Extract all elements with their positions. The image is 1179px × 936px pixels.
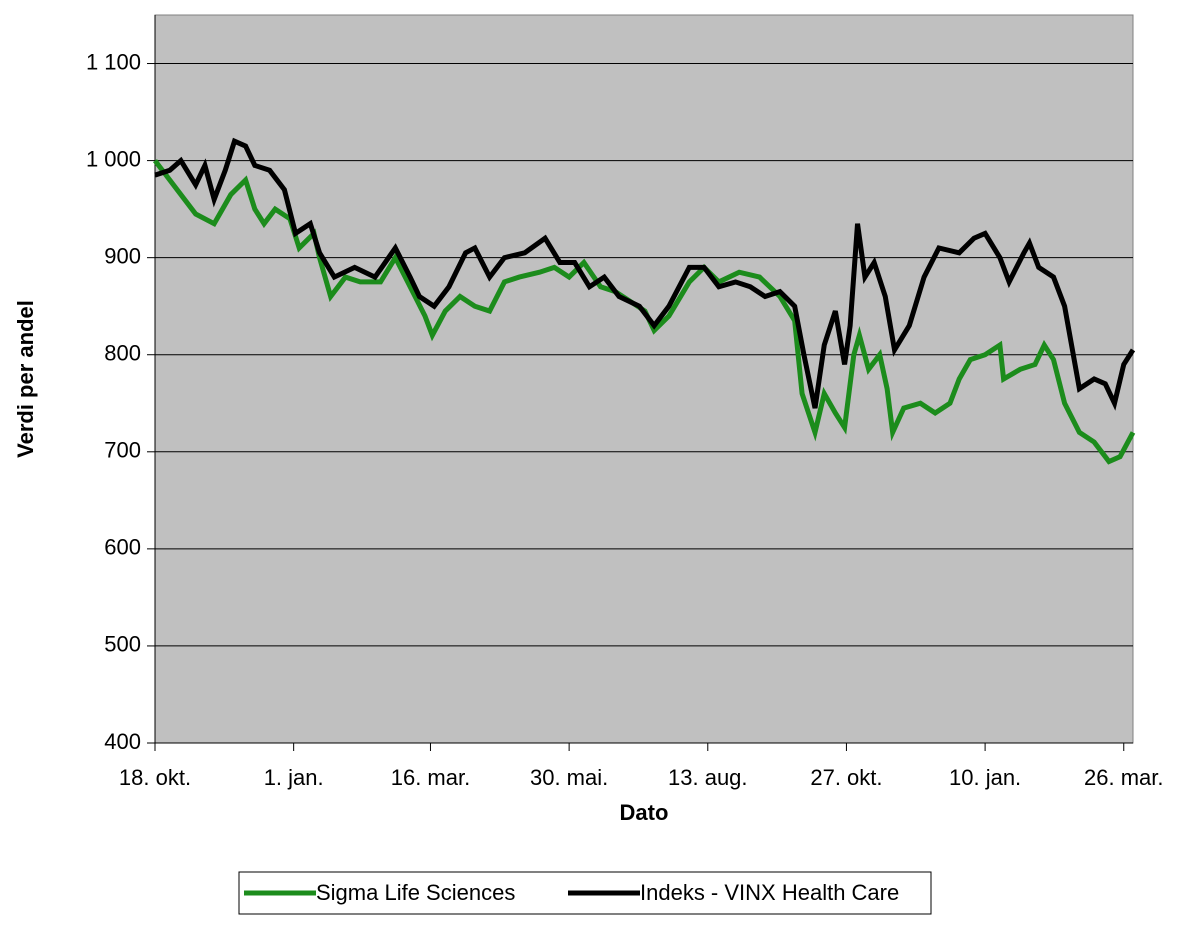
x-tick-label: 13. aug. <box>668 765 748 790</box>
x-tick-label: 10. jan. <box>949 765 1021 790</box>
y-tick-label: 1 100 <box>86 49 141 74</box>
x-tick-label: 18. okt. <box>119 765 191 790</box>
series-line <box>153 159 1136 465</box>
y-tick-label: 600 <box>104 535 141 560</box>
y-tick-label: 1 000 <box>86 146 141 171</box>
x-tick-label: 30. mai. <box>530 765 608 790</box>
y-tick-label: 400 <box>104 729 141 754</box>
y-tick-label: 500 <box>104 632 141 657</box>
x-tick-label: 27. okt. <box>810 765 882 790</box>
x-tick-label: 26. mar. <box>1084 765 1163 790</box>
y-tick-label: 700 <box>104 438 141 463</box>
x-tick-label: 1. jan. <box>264 765 324 790</box>
y-axis-title: Verdi per andel <box>13 300 38 458</box>
y-tick-label: 800 <box>104 341 141 366</box>
plot-area <box>154 14 1134 744</box>
y-tick-label: 900 <box>104 243 141 268</box>
legend-label: Indeks - VINX Health Care <box>640 880 899 905</box>
x-tick-label: 16. mar. <box>391 765 470 790</box>
legend-label: Sigma Life Sciences <box>316 880 515 905</box>
x-axis-title: Dato <box>620 800 669 825</box>
series-line <box>154 137 1136 411</box>
